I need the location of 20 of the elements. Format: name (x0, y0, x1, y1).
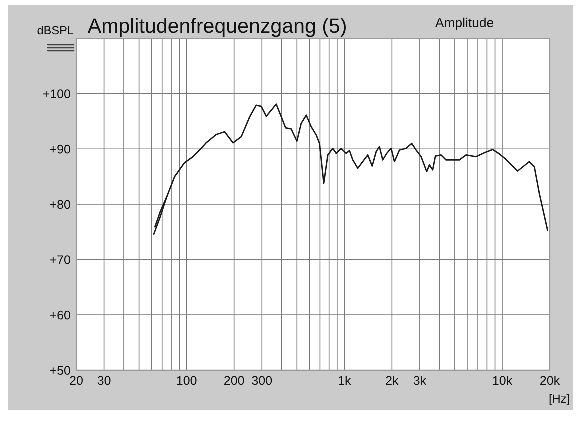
x-tick-label: 2k (386, 376, 399, 386)
x-tick-label: 10k (493, 376, 513, 386)
x-tick-label: 30 (98, 376, 111, 386)
y-tick-label: +50 (50, 366, 70, 376)
y-tick-label: +100 (43, 90, 70, 98)
x-tick-label: 100 (177, 376, 197, 386)
chart-subtitle: Amplitude (435, 18, 494, 30)
x-tick-label: 200 (224, 376, 244, 386)
y-axis-title: dBSPL (38, 26, 74, 35)
x-tick-label: 20 (70, 376, 83, 386)
chart-title: Amplitudenfrequenzgang (5) (88, 18, 346, 38)
x-tick-label: 1k (339, 376, 352, 386)
x-tick-label: 20k (540, 376, 560, 386)
x-tick-label: 300 (252, 376, 272, 386)
y-tick-label: +90 (50, 144, 70, 154)
x-tick-label: 3k (414, 376, 427, 386)
y-tick-label: +70 (50, 256, 70, 264)
x-axis-title: [Hz] (550, 394, 570, 406)
y-tick-label: +80 (50, 200, 70, 210)
y-tick-label: +60 (50, 310, 70, 320)
